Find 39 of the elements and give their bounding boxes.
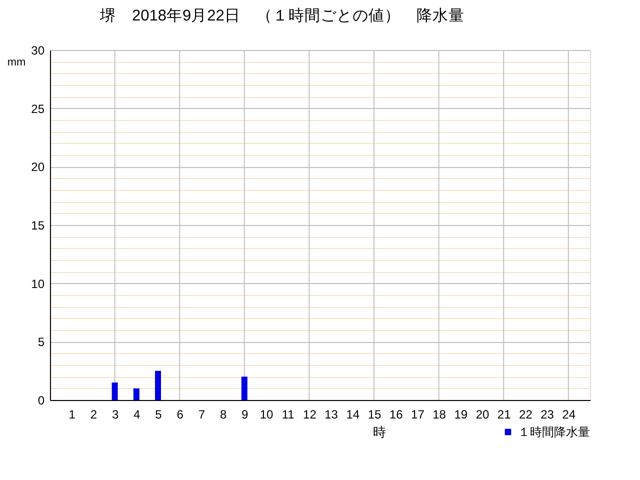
x-tick-label: 5 — [155, 408, 162, 422]
x-tick-label: 4 — [134, 408, 141, 422]
x-tick-label: 9 — [242, 408, 249, 422]
bar — [112, 382, 118, 400]
x-tick-label: 22 — [519, 408, 533, 422]
x-tick-label: 15 — [368, 408, 382, 422]
x-tick-label: 14 — [346, 408, 360, 422]
y-tick-label: 0 — [38, 394, 45, 408]
x-tick-label: 23 — [540, 408, 554, 422]
y-axis-title: mm — [7, 56, 26, 68]
legend-label: １時間降水量 — [518, 425, 590, 439]
x-tick-label: 8 — [220, 408, 227, 422]
x-tick-label: 13 — [324, 408, 338, 422]
x-tick-label: 19 — [454, 408, 468, 422]
x-tick-label: 6 — [176, 408, 184, 422]
chart-title: 堺 2018年9月22日 （１時間ごとの値） 降水量 — [99, 6, 464, 24]
bar — [241, 376, 248, 400]
y-tick-label: 25 — [31, 102, 45, 116]
x-tick-label: 20 — [476, 408, 490, 422]
y-tick-label: 30 — [31, 44, 45, 58]
y-tick-label: 20 — [31, 160, 45, 174]
y-tick-label: 10 — [31, 276, 45, 291]
y-tick-label: 5 — [38, 335, 45, 350]
x-tick-label: 18 — [432, 408, 446, 422]
x-tick-label: 17 — [411, 408, 425, 422]
x-tick-label: 1 — [68, 408, 76, 422]
y-tick-label: 15 — [31, 218, 45, 232]
x-tick-label: 10 — [260, 408, 274, 422]
x-axis-title: 時 — [373, 424, 386, 440]
x-tick-label: 7 — [198, 408, 206, 422]
x-tick-label: 12 — [303, 408, 317, 422]
bar — [155, 370, 161, 400]
x-tick-label: 3 — [112, 408, 119, 422]
x-tick-label: 11 — [282, 408, 295, 422]
x-tick-label: 16 — [389, 408, 404, 422]
bar — [133, 388, 140, 400]
x-tick-label: 21 — [497, 408, 512, 422]
x-tick-label: 2 — [90, 408, 98, 422]
x-tick-label: 24 — [562, 408, 576, 422]
